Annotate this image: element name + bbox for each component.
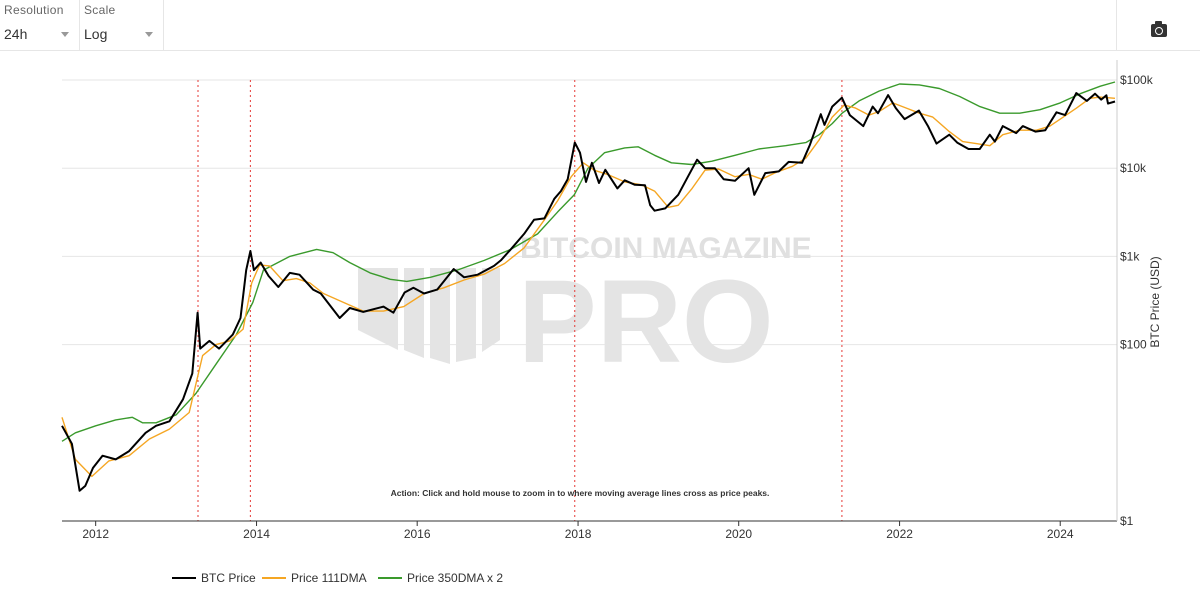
chart-toolbar: Resolution 24h Scale Log bbox=[0, 0, 1200, 51]
scale-select[interactable]: Scale Log bbox=[80, 0, 164, 50]
scale-value: Log bbox=[84, 26, 108, 42]
legend-item: Price 111DMA bbox=[262, 571, 367, 585]
scale-label: Scale bbox=[84, 3, 116, 17]
watermark-logo-icon bbox=[358, 268, 500, 364]
y-axis-ticks: $1 $100 $1k $10k $100k bbox=[1120, 73, 1154, 528]
y-tick-label: $10k bbox=[1120, 161, 1147, 175]
bitcoin-magazine-pro-watermark: BITCOIN MAGAZINE PRO bbox=[358, 232, 812, 388]
resolution-label: Resolution bbox=[4, 3, 64, 17]
series-lines bbox=[61, 81, 1116, 492]
resolution-select[interactable]: Resolution 24h bbox=[0, 0, 80, 50]
legend-label: Price 350DMA x 2 bbox=[407, 571, 503, 585]
chevron-down-icon bbox=[61, 32, 69, 37]
y-tick-label: $100 bbox=[1120, 338, 1147, 352]
chevron-down-icon bbox=[145, 32, 153, 37]
watermark-line1: BITCOIN MAGAZINE bbox=[520, 232, 812, 265]
camera-icon bbox=[1151, 21, 1167, 37]
legend-label: BTC Price bbox=[201, 571, 256, 585]
x-tick-label: 2014 bbox=[243, 527, 270, 541]
axes bbox=[62, 60, 1118, 522]
zoom-hint: Action: Click and hold mouse to zoom in … bbox=[391, 488, 770, 498]
x-tick-label: 2012 bbox=[82, 527, 109, 541]
x-axis-ticks: 2012 2014 2016 2018 2020 2022 2024 bbox=[82, 521, 1074, 541]
btc-price-line bbox=[61, 92, 1116, 492]
x-tick-label: 2022 bbox=[886, 527, 913, 541]
legend-item: Price 350DMA x 2 bbox=[378, 571, 503, 585]
cross-markers bbox=[197, 80, 843, 521]
screenshot-button[interactable] bbox=[1116, 0, 1200, 50]
watermark-line2: PRO bbox=[518, 256, 774, 388]
price-350dma-x2-line bbox=[61, 81, 1116, 442]
x-tick-label: 2018 bbox=[565, 527, 592, 541]
y-tick-label: $1k bbox=[1120, 249, 1140, 263]
legend: BTC Price Price 111DMA Price 350DMA x 2 bbox=[172, 571, 503, 585]
x-tick-label: 2016 bbox=[404, 527, 431, 541]
y-tick-label: $100k bbox=[1120, 73, 1154, 87]
resolution-value: 24h bbox=[4, 26, 28, 42]
y-axis-title: BTC Price (USD) bbox=[1148, 256, 1162, 347]
x-tick-label: 2024 bbox=[1047, 527, 1074, 541]
legend-item: BTC Price bbox=[172, 571, 256, 585]
x-tick-label: 2020 bbox=[725, 527, 752, 541]
y-tick-label: $1 bbox=[1120, 514, 1134, 528]
legend-label: Price 111DMA bbox=[291, 571, 367, 585]
